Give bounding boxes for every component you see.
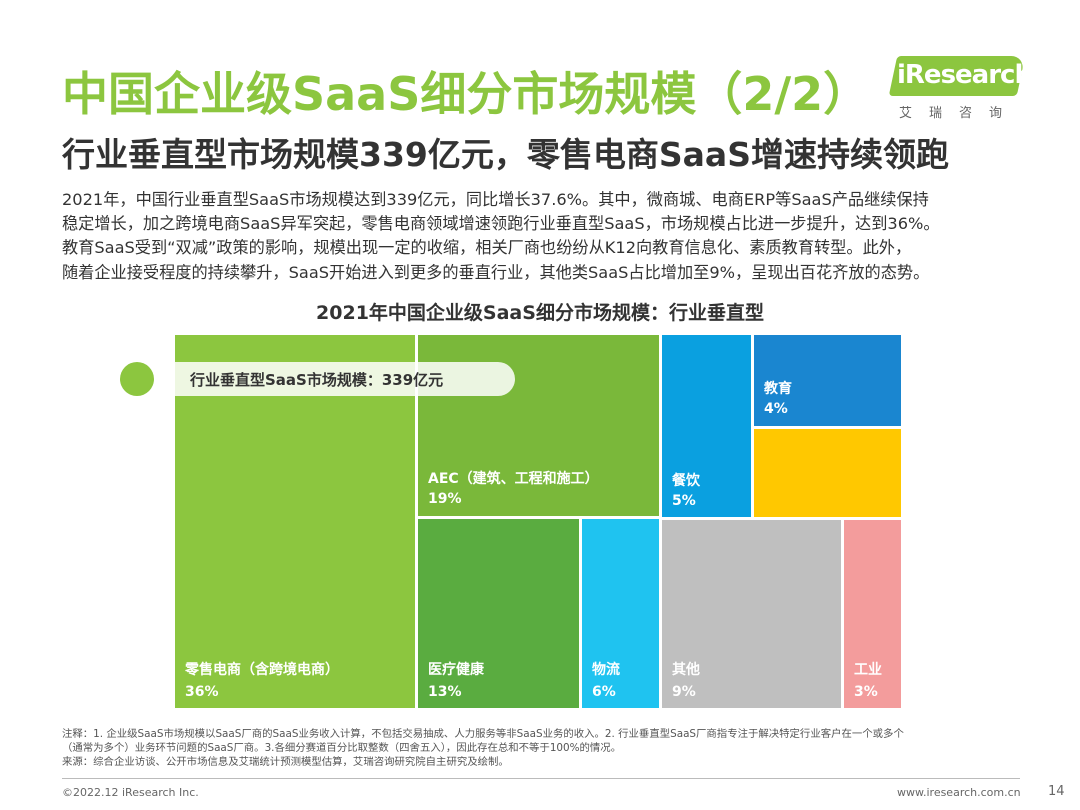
summary-line: 随着企业接受程度的持续攀升，SaaS开始进入到更多的垂直行业，其他类SaaS占比… <box>62 262 930 282</box>
treemap-value-label: 9% <box>672 684 696 700</box>
treemap-category-label: AEC（建筑、工程和施工） <box>428 470 599 487</box>
treemap-cell <box>754 429 901 517</box>
treemap-value-label: 36% <box>185 684 219 700</box>
page-title: 中国企业级SaaS细分市场规模（2/2） <box>62 67 870 121</box>
treemap-category-label: 物流 <box>592 661 620 678</box>
summary-line: 2021年，中国行业垂直型SaaS市场规模达到339亿元，同比增长37.6%。其… <box>62 190 929 209</box>
website-url: www.iresearch.com.cn <box>897 786 1021 799</box>
treemap-category-label: 零售电商（含跨境电商） <box>184 661 339 678</box>
treemap-category-label: 教育 <box>764 380 792 397</box>
treemap-value-label: 6% <box>592 684 616 700</box>
treemap-category-label: 餐饮 <box>671 472 701 489</box>
page-subtitle: 行业垂直型市场规模339亿元，零售电商SaaS增速持续领跑 <box>62 135 949 174</box>
iresearch-logo: iResearch 艾瑞咨询 <box>888 56 1033 121</box>
treemap-cell <box>662 335 751 517</box>
callout-background <box>140 362 515 396</box>
treemap-cell <box>418 519 579 708</box>
treemap-value-label: 19% <box>428 491 462 507</box>
summary-line: 稳定增长，加之跨境电商SaaS异军突起，零售电商领域增速领跑行业垂直型SaaS，… <box>62 214 940 234</box>
copyright: ©2022.12 iResearch Inc. <box>62 786 199 799</box>
chart-title: 2021年中国企业级SaaS细分市场规模：行业垂直型 <box>316 302 764 324</box>
total-market-size-callout: 行业垂直型SaaS市场规模：339亿元 <box>120 362 515 396</box>
callout-dot <box>120 362 154 396</box>
treemap-category-label: 工业 <box>854 662 882 678</box>
footnote-line: 注释：1. 企业级SaaS市场规模以SaaS厂商的SaaS业务收入计算，不包括交… <box>62 728 904 740</box>
treemap-cell <box>844 520 901 708</box>
footnote-line: 来源：综合企业访谈、公开市场信息及艾瑞统计预测模型估算，艾瑞咨询研究院自主研究及… <box>62 756 509 768</box>
treemap-cell <box>175 335 415 708</box>
footer-divider <box>62 778 1020 779</box>
treemap-value-label: 5% <box>672 493 696 509</box>
footnote-line: （通常为多个）业务环节问题的SaaS厂商。3.各细分赛道百分比取整数（四舍五入）… <box>62 742 622 754</box>
treemap-value-label: 13% <box>428 684 462 700</box>
logo-chinese-text: 艾瑞咨询 <box>899 106 1020 121</box>
summary-line: 教育SaaS受到“双减”政策的影响，规模出现一定的收缩，相关厂商也纷纷从K12向… <box>62 238 912 258</box>
page-number: 14 <box>1048 784 1065 799</box>
callout-text: 行业垂直型SaaS市场规模：339亿元 <box>190 371 444 389</box>
treemap-category-label: 其他 <box>672 661 700 678</box>
treemap-cell <box>662 520 841 708</box>
treemap-cell <box>582 519 659 708</box>
treemap-category-label: 医疗健康 <box>428 661 485 678</box>
summary-paragraph: 2021年，中国行业垂直型SaaS市场规模达到339亿元，同比增长37.6%。其… <box>62 188 1042 285</box>
treemap-cell <box>754 335 901 426</box>
treemap-value-label: 3% <box>854 684 878 700</box>
logo-text: iResearch <box>897 60 1033 90</box>
footnotes: 注释：1. 企业级SaaS市场规模以SaaS厂商的SaaS业务收入计算，不包括交… <box>62 727 1042 769</box>
treemap-value-label: 4% <box>764 401 788 417</box>
